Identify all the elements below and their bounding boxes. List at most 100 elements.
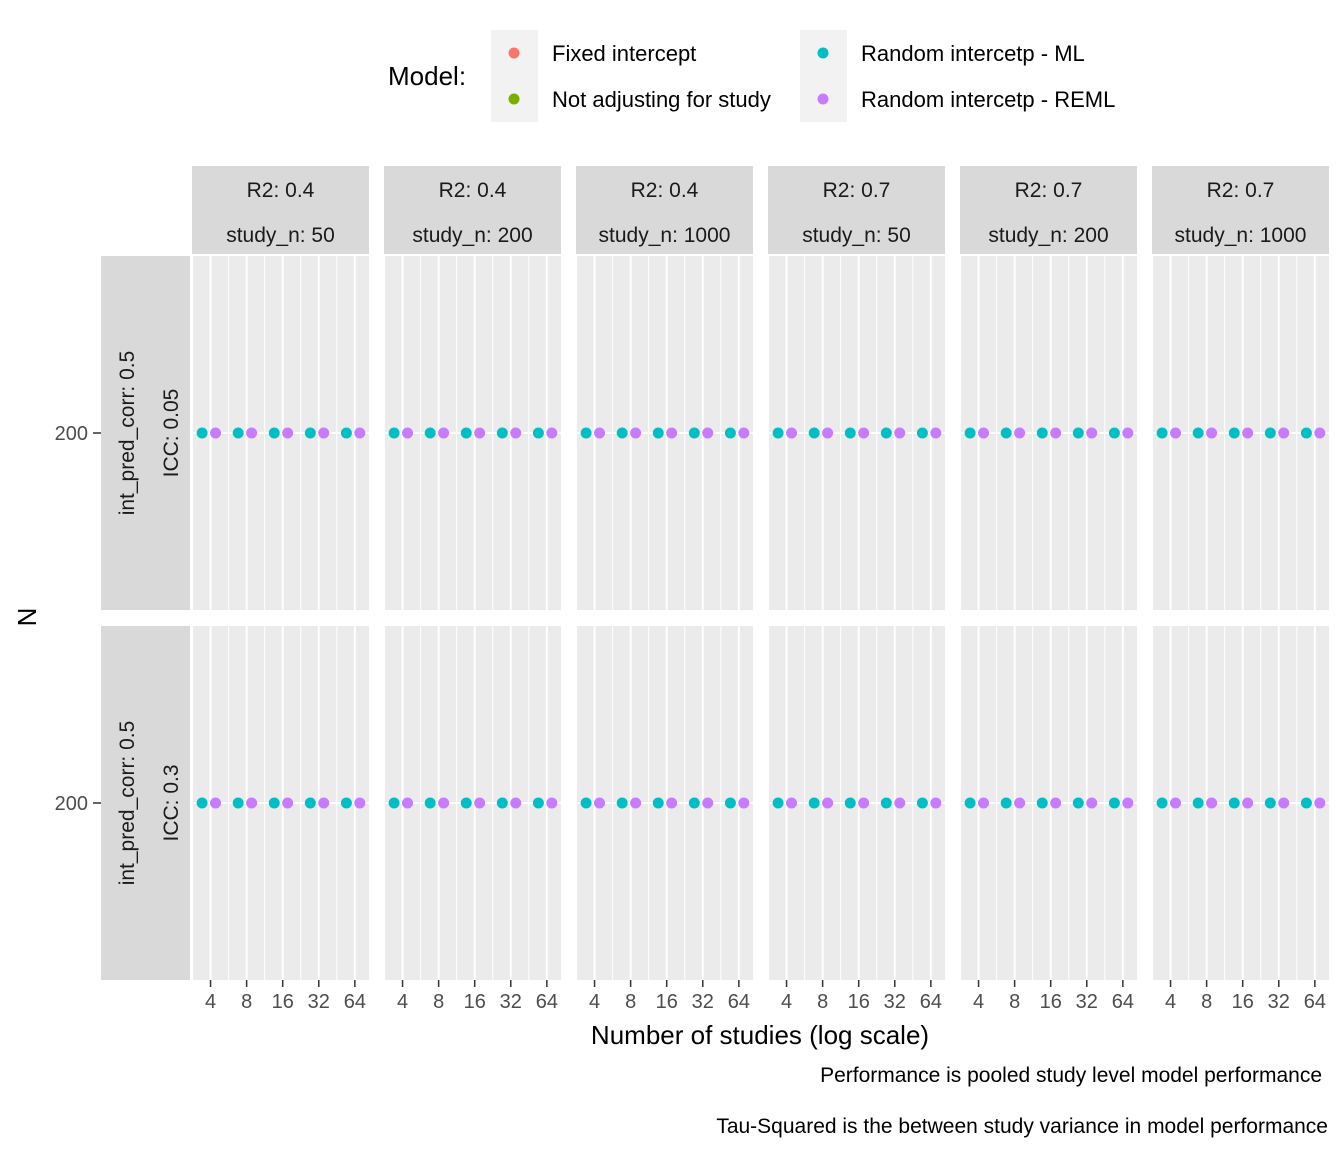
x-tick-label-5-1: 8 xyxy=(1201,991,1212,1013)
point-random-intercetp-reml-0-1-1 xyxy=(438,427,450,439)
point-random-intercetp-ml-0-0-3 xyxy=(304,427,316,439)
col-strip-5 xyxy=(1152,166,1329,254)
point-random-intercetp-ml-0-1-1 xyxy=(424,427,436,439)
x-tick-label-2-1: 8 xyxy=(625,991,636,1013)
x-tick-label-0-0: 4 xyxy=(205,991,216,1013)
point-random-intercetp-reml-0-2-0 xyxy=(594,427,606,439)
col-strip-3 xyxy=(768,166,945,254)
x-tick-label-5-0: 4 xyxy=(1165,991,1176,1013)
row-strip-label-0-1: ICC: 0.05 xyxy=(160,389,183,478)
point-random-intercetp-reml-0-0-4 xyxy=(354,427,366,439)
point-random-intercetp-reml-1-1-3 xyxy=(510,797,522,809)
point-random-intercetp-reml-0-1-0 xyxy=(402,427,414,439)
point-random-intercetp-ml-1-5-3 xyxy=(1264,797,1276,809)
x-tick-label-5-4: 64 xyxy=(1304,991,1326,1013)
point-random-intercetp-reml-1-1-0 xyxy=(402,797,414,809)
point-random-intercetp-ml-0-3-3 xyxy=(880,427,892,439)
point-random-intercetp-ml-1-1-1 xyxy=(424,797,436,809)
legend-label-not-adjusting: Not adjusting for study xyxy=(552,87,771,112)
point-random-intercetp-reml-0-1-3 xyxy=(510,427,522,439)
point-random-intercetp-ml-1-0-3 xyxy=(304,797,316,809)
row-strip-label-1-1: ICC: 0.3 xyxy=(160,764,183,841)
point-random-intercetp-reml-1-4-3 xyxy=(1086,797,1098,809)
point-random-intercetp-reml-1-3-3 xyxy=(894,797,906,809)
point-random-intercetp-ml-0-0-2 xyxy=(268,427,280,439)
x-tick-label-0-2: 16 xyxy=(272,991,294,1013)
point-random-intercetp-ml-1-4-0 xyxy=(964,797,976,809)
col-strip-label-2-1: study_n: 1000 xyxy=(599,224,731,247)
point-random-intercetp-reml-0-0-1 xyxy=(246,427,258,439)
point-random-intercetp-ml-0-2-2 xyxy=(652,427,664,439)
col-strip-label-4-1: study_n: 200 xyxy=(988,224,1108,247)
x-tick-label-3-2: 16 xyxy=(848,991,870,1013)
point-random-intercetp-ml-0-4-0 xyxy=(964,427,976,439)
point-random-intercetp-ml-0-2-0 xyxy=(580,427,592,439)
legend-key-random-ml xyxy=(817,47,829,59)
point-random-intercetp-reml-0-3-3 xyxy=(894,427,906,439)
x-tick-label-3-3: 32 xyxy=(884,991,906,1013)
point-random-intercetp-ml-1-5-0 xyxy=(1156,797,1168,809)
x-tick-label-5-3: 32 xyxy=(1268,991,1290,1013)
point-random-intercetp-ml-0-3-0 xyxy=(772,427,784,439)
legend-label-fixed-intercept: Fixed intercept xyxy=(552,41,696,66)
point-random-intercetp-ml-0-3-2 xyxy=(844,427,856,439)
point-random-intercetp-reml-0-3-1 xyxy=(822,427,834,439)
point-random-intercetp-ml-1-5-1 xyxy=(1192,797,1204,809)
point-random-intercetp-ml-1-0-2 xyxy=(268,797,280,809)
point-random-intercetp-ml-0-4-4 xyxy=(1108,427,1120,439)
x-tick-label-4-0: 4 xyxy=(973,991,984,1013)
x-axis-title: Number of studies (log scale) xyxy=(591,1020,929,1050)
point-random-intercetp-reml-1-0-3 xyxy=(318,797,330,809)
col-strip-label-5-0: R2: 0.7 xyxy=(1207,179,1275,202)
point-random-intercetp-reml-0-0-3 xyxy=(318,427,330,439)
x-tick-label-1-4: 64 xyxy=(536,991,558,1013)
point-random-intercetp-reml-1-2-2 xyxy=(666,797,678,809)
point-random-intercetp-ml-1-3-2 xyxy=(844,797,856,809)
x-tick-label-2-0: 4 xyxy=(589,991,600,1013)
point-random-intercetp-reml-1-2-3 xyxy=(702,797,714,809)
x-tick-label-4-2: 16 xyxy=(1040,991,1062,1013)
point-random-intercetp-ml-0-4-2 xyxy=(1036,427,1048,439)
legend-key-fixed-intercept xyxy=(508,47,520,59)
point-random-intercetp-ml-0-4-1 xyxy=(1000,427,1012,439)
point-random-intercetp-reml-1-1-4 xyxy=(546,797,558,809)
point-random-intercetp-ml-0-5-3 xyxy=(1264,427,1276,439)
point-random-intercetp-ml-0-2-4 xyxy=(724,427,736,439)
point-random-intercetp-reml-1-0-4 xyxy=(354,797,366,809)
point-random-intercetp-ml-1-4-3 xyxy=(1072,797,1084,809)
point-random-intercetp-reml-0-4-2 xyxy=(1050,427,1062,439)
point-random-intercetp-reml-1-1-1 xyxy=(438,797,450,809)
x-tick-label-0-3: 32 xyxy=(308,991,330,1013)
point-random-intercetp-ml-0-2-1 xyxy=(616,427,628,439)
point-random-intercetp-reml-0-5-1 xyxy=(1206,427,1218,439)
point-random-intercetp-reml-0-3-4 xyxy=(930,427,942,439)
point-random-intercetp-ml-1-3-0 xyxy=(772,797,784,809)
legend-key-random-reml xyxy=(817,93,829,105)
x-tick-label-1-2: 16 xyxy=(464,991,486,1013)
point-random-intercetp-ml-0-4-3 xyxy=(1072,427,1084,439)
col-strip-label-2-0: R2: 0.4 xyxy=(631,179,699,202)
legend-key-background-1 xyxy=(491,30,538,122)
legend-label-random-ml: Random intercetp - ML xyxy=(861,41,1085,66)
point-random-intercetp-reml-1-2-1 xyxy=(630,797,642,809)
point-random-intercetp-ml-1-0-1 xyxy=(232,797,244,809)
point-random-intercetp-reml-0-4-0 xyxy=(978,427,990,439)
point-random-intercetp-reml-1-0-1 xyxy=(246,797,258,809)
point-random-intercetp-reml-0-2-3 xyxy=(702,427,714,439)
y-axis-title: N xyxy=(12,608,42,627)
point-random-intercetp-reml-0-1-4 xyxy=(546,427,558,439)
point-random-intercetp-ml-1-1-0 xyxy=(388,797,400,809)
point-random-intercetp-reml-1-1-2 xyxy=(474,797,486,809)
col-strip-0 xyxy=(192,166,369,254)
legend-key-not-adjusting xyxy=(508,93,520,105)
facet-grid: R2: 0.4 study_n: 50 R2: 0.4 study_n: 200 R2:… xyxy=(55,166,1329,1013)
point-random-intercetp-reml-0-2-1 xyxy=(630,427,642,439)
legend-label-random-reml: Random intercetp - REML xyxy=(861,87,1115,112)
point-random-intercetp-reml-1-4-4 xyxy=(1122,797,1134,809)
point-random-intercetp-reml-1-4-1 xyxy=(1014,797,1026,809)
row-strip-1 xyxy=(101,626,190,980)
point-random-intercetp-ml-0-5-1 xyxy=(1192,427,1204,439)
point-random-intercetp-reml-0-2-2 xyxy=(666,427,678,439)
point-random-intercetp-reml-0-5-0 xyxy=(1170,427,1182,439)
